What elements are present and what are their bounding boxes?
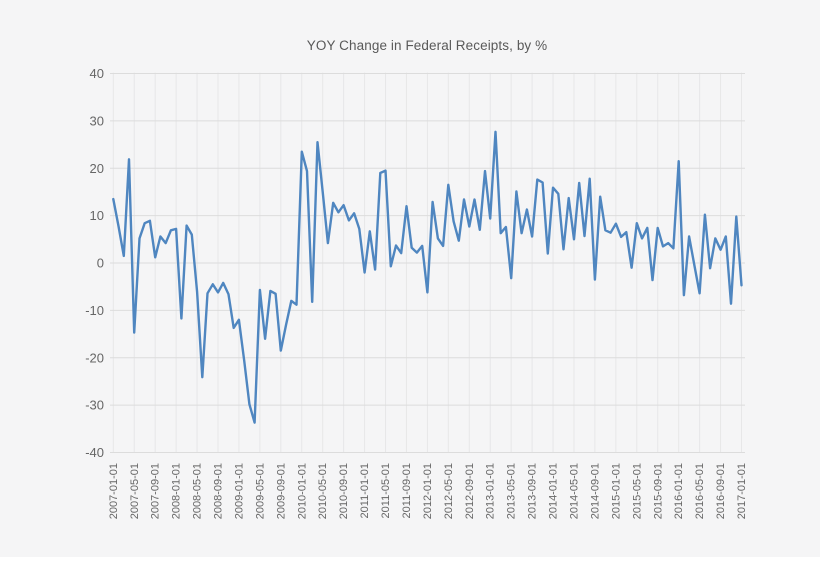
x-tick-label: 2009-09-01 xyxy=(275,463,287,519)
x-tick-label: 2008-01-01 xyxy=(171,463,183,519)
y-tick-label: -30 xyxy=(85,398,104,413)
chart-title: YOY Change in Federal Receipts, by % xyxy=(306,38,548,53)
x-tick-label: 2013-09-01 xyxy=(527,463,539,519)
x-tick-label: 2011-01-01 xyxy=(359,463,371,518)
x-tick-label: 2015-05-01 xyxy=(631,463,643,519)
x-tick-label: 2010-01-01 xyxy=(296,463,308,519)
x-tick-label: 2007-09-01 xyxy=(150,463,162,519)
x-tick-label: 2016-09-01 xyxy=(715,463,727,519)
x-tick-label: 2007-05-01 xyxy=(129,463,141,519)
y-tick-label: 0 xyxy=(97,256,104,271)
x-tick-label: 2011-05-01 xyxy=(380,463,392,518)
x-tick-label: 2013-01-01 xyxy=(485,463,497,519)
y-tick-label: 30 xyxy=(90,113,104,128)
x-tick-label: 2007-01-01 xyxy=(108,463,120,519)
x-tick-label: 2014-05-01 xyxy=(569,463,581,519)
y-tick-label: -10 xyxy=(85,303,104,318)
x-tick-label: 2009-05-01 xyxy=(254,463,266,519)
y-tick-label: 10 xyxy=(90,208,104,223)
x-tick-label: 2014-09-01 xyxy=(589,463,601,519)
y-tick-label: -40 xyxy=(85,445,104,460)
x-tick-label: 2010-09-01 xyxy=(338,463,350,519)
x-tick-label: 2016-01-01 xyxy=(673,463,685,519)
y-tick-label: -20 xyxy=(85,350,104,365)
x-tick-label: 2013-05-01 xyxy=(506,463,518,519)
x-axis-labels: 2007-01-01 2007-05-01 2007-09-01 2008-01-01… xyxy=(108,463,748,519)
y-tick-label: 20 xyxy=(90,161,104,176)
x-tick-label: 2016-05-01 xyxy=(694,463,706,519)
y-axis-labels: 40 30 20 10 0 -10 -20 -30 -40 xyxy=(85,66,104,460)
x-tick-label: 2008-09-01 xyxy=(213,463,225,519)
horizontal-gridlines xyxy=(110,73,745,453)
x-tick-label: 2017-01-01 xyxy=(736,463,748,519)
x-tick-label: 2010-05-01 xyxy=(317,463,329,519)
x-tick-label: 2015-09-01 xyxy=(652,463,664,519)
x-tick-label: 2012-09-01 xyxy=(464,463,476,519)
y-tick-label: 40 xyxy=(90,66,104,81)
bottom-margin xyxy=(0,557,820,562)
x-tick-label: 2014-01-01 xyxy=(548,463,560,519)
x-tick-label: 2011-09-01 xyxy=(401,463,413,518)
series-line xyxy=(112,130,743,424)
x-tick-label: 2009-01-01 xyxy=(233,463,245,519)
x-tick-label: 2012-05-01 xyxy=(443,463,455,519)
x-tick-label: 2015-01-01 xyxy=(610,463,622,519)
x-tick-label: 2008-05-01 xyxy=(192,463,204,519)
x-tick-label: 2012-01-01 xyxy=(422,463,434,519)
